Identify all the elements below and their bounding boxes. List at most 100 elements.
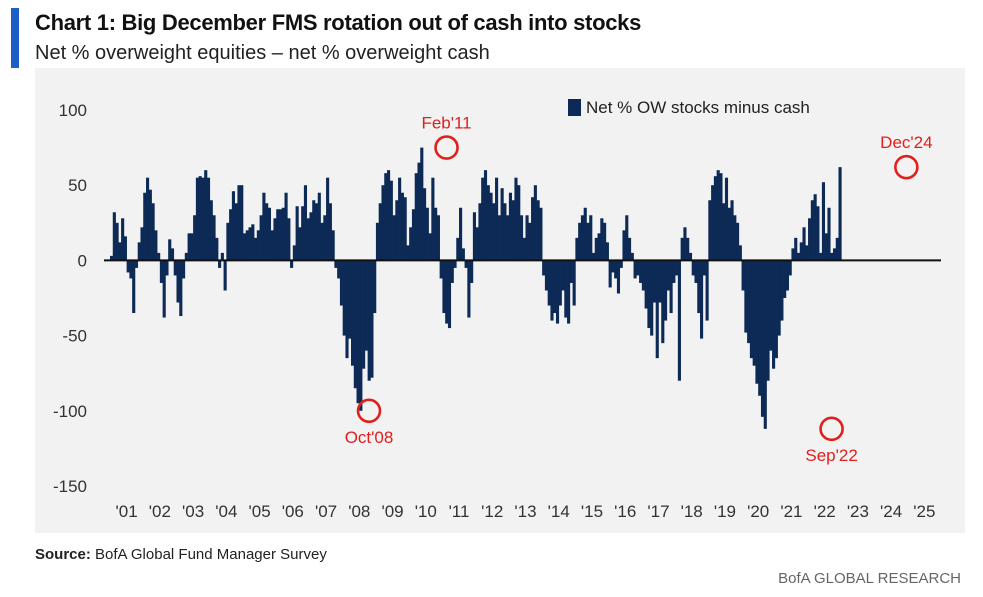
x-tick-label: '03 [182,502,204,521]
legend-label: Net % OW stocks minus cash [586,98,810,117]
bar [168,239,172,261]
bar [763,260,767,429]
bar [229,209,233,261]
bar [686,237,690,261]
bar [796,252,801,261]
bar [370,260,374,378]
title-accent-bar [11,8,19,68]
bar [212,215,216,261]
bar [231,191,235,261]
bar [423,188,427,261]
bar [337,260,341,279]
bar [794,237,798,261]
bar [700,260,704,339]
bar [824,233,828,261]
x-tick-label: '11 [449,502,470,521]
bar [201,177,205,261]
bar [295,206,299,261]
source-text: BofA Global Fund Manager Survey [95,546,327,563]
bar [265,203,269,261]
bar [301,206,305,261]
x-tick-label: '24 [880,502,902,521]
bar [544,260,549,291]
bar [134,260,139,268]
bar [694,260,698,283]
bar [195,177,199,261]
x-tick-label: '01 [116,502,138,521]
bar [384,173,388,261]
bar [439,260,443,279]
bar [564,260,568,318]
bar [184,252,188,261]
bar [810,200,814,261]
bar [711,185,715,261]
bar [154,230,158,261]
bar [179,260,183,317]
bar [312,200,316,261]
bar [489,192,493,261]
bar [434,207,438,261]
bar [747,260,751,344]
x-tick-label: '04 [215,502,237,521]
bar [511,200,515,261]
x-tick-label: '22 [814,502,836,521]
bar [766,260,770,381]
bar [215,237,219,261]
bar [115,222,119,261]
bar [428,233,432,261]
bar [398,177,402,261]
bar [326,177,330,261]
bar [387,170,391,261]
bar [558,260,562,306]
bar [708,200,712,261]
bar [339,260,344,306]
bar [373,260,377,314]
bar [774,260,778,359]
bar [276,209,280,261]
bar [345,260,349,359]
x-tick-label: '06 [282,502,304,521]
bar [713,176,717,261]
bar [838,167,842,261]
bar [791,248,795,261]
bar [240,185,244,261]
bar [802,227,806,261]
bar [785,260,789,291]
bar [622,230,626,261]
annotation-label: Feb'11 [421,114,471,133]
bar [683,227,687,261]
y-tick-label: -100 [53,402,87,421]
bar [597,233,601,261]
bar [242,233,247,261]
bar [752,260,756,366]
bar [799,242,803,261]
y-tick-label: 100 [59,101,87,120]
bar [226,222,230,261]
bar [508,192,512,261]
brand-mark: BofA GLOBAL RESEARCH [778,570,961,587]
bar [650,260,654,336]
annotation-circle [819,416,844,442]
bar [555,260,560,324]
bar [442,260,446,314]
bar [691,260,695,276]
bar [237,185,241,261]
bar [459,207,463,261]
annotation-label: Oct'08 [345,428,394,447]
bar [256,230,260,261]
bar [353,260,357,389]
annotation-circle [356,398,382,424]
x-tick-label: '16 [614,502,636,521]
bar [284,192,288,261]
bar [364,260,368,351]
bar [362,260,366,369]
bar [464,260,468,268]
bar [697,260,701,314]
bar [788,260,792,276]
bar [591,252,596,261]
bar [110,255,114,261]
bar [204,170,208,261]
source-note: Source: BofA Global Fund Manager Survey [35,546,327,563]
bar [453,260,457,268]
bar [536,200,540,261]
